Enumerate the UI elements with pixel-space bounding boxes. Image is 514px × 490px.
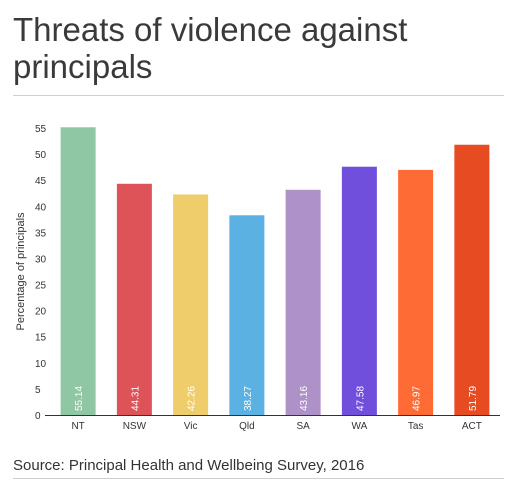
y-tick-label: 45 (35, 176, 47, 187)
bar (398, 169, 434, 415)
x-tick-label: NT (71, 421, 84, 432)
x-tick-label: Tas (408, 421, 424, 432)
y-tick-label: 0 (35, 411, 41, 422)
bar-value-label: 42.26 (187, 386, 198, 411)
y-tick-label: 30 (35, 254, 47, 265)
x-tick-label: Qld (239, 421, 255, 432)
y-axis-label: Percentage of principals (15, 212, 27, 331)
y-tick-label: 50 (35, 150, 47, 161)
bar-value-label: 38.27 (243, 386, 254, 411)
y-tick-label: 35 (35, 228, 47, 239)
bar (116, 183, 152, 415)
bar (173, 194, 209, 415)
x-tick-label: WA (352, 421, 368, 432)
bar (229, 215, 265, 415)
y-tick-label: 20 (35, 307, 47, 318)
title-divider (13, 95, 504, 96)
y-tick-label: 15 (35, 333, 47, 344)
x-tick-label: ACT (462, 421, 482, 432)
source-note: Source: Principal Health and Wellbeing S… (13, 457, 365, 474)
y-tick-label: 5 (35, 385, 41, 396)
bar-value-label: 44.31 (130, 386, 141, 411)
bar (285, 189, 321, 415)
y-tick-label: 55 (35, 124, 47, 135)
bar-chart: Percentage of principals 0 5 10 15 20 25 30 35 40… (15, 124, 500, 432)
bar-value-label: 55.14 (74, 386, 85, 411)
bar (60, 127, 96, 415)
y-tick-label: 40 (35, 202, 47, 213)
chart-title: Threats of violence against principals (13, 11, 408, 85)
bar-value-label: 51.79 (468, 386, 479, 411)
x-tick-label: SA (296, 421, 310, 432)
footer-divider (13, 478, 504, 479)
x-tick-label: NSW (123, 421, 147, 432)
y-tick-label: 10 (35, 359, 47, 370)
bar-value-label: 46.97 (412, 386, 423, 411)
bar-value-label: 43.16 (299, 386, 310, 411)
bar (341, 166, 377, 415)
bar (454, 144, 490, 415)
bar-value-label: 47.58 (355, 386, 366, 411)
x-tick-label: Vic (184, 421, 198, 432)
y-tick-label: 25 (35, 281, 47, 292)
